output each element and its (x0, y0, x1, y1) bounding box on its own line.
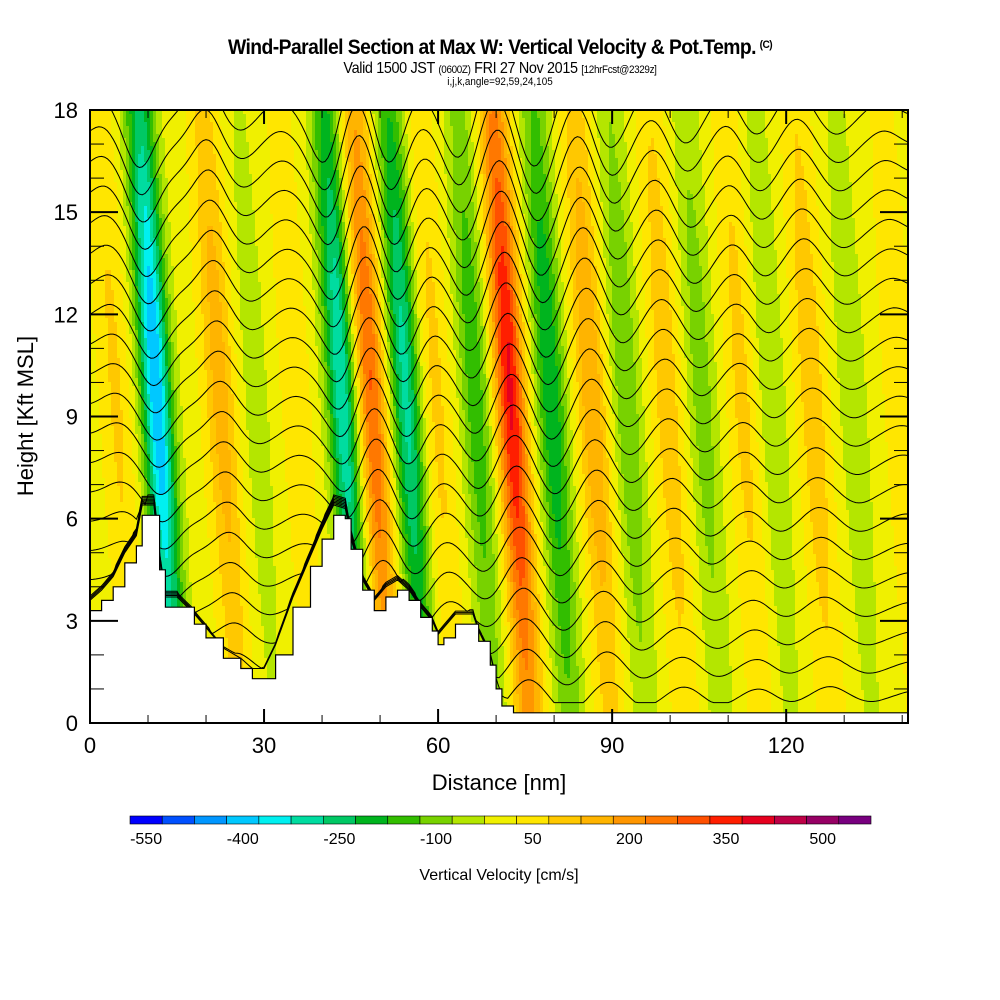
y-tick-label: 9 (66, 405, 78, 430)
colorbar-swatch (677, 815, 711, 825)
theta-contour-line (90, 110, 908, 196)
colorbar-swatch (484, 815, 517, 825)
colorbar-label: 350 (713, 831, 740, 848)
colorbar-swatch (129, 815, 163, 825)
x-tick-label: 90 (600, 733, 624, 758)
colorbar-swatch (709, 815, 743, 825)
colorbar-swatch (645, 815, 678, 825)
colorbar: -550 -400 -250 -100 50 200 350 500 (129, 815, 872, 848)
chart-title: Wind-Parallel Section at Max W: Vertical… (40, 36, 960, 60)
x-tick-label: 0 (84, 733, 96, 758)
copyright-mark: (C) (760, 39, 773, 51)
theta-contours (90, 110, 908, 704)
y-tick-label: 15 (54, 200, 78, 225)
colorbar-swatch (741, 815, 775, 825)
colorbar-swatch (290, 815, 324, 825)
theta-contour-line (90, 282, 908, 359)
colorbar-swatch (161, 815, 195, 825)
colorbar-label: -100 (420, 831, 452, 848)
x-tick-label: 60 (426, 733, 450, 758)
x-tick-label: 30 (252, 733, 276, 758)
theta-contour-line (90, 495, 908, 550)
colorbar-swatch (226, 815, 260, 825)
colorbar-label: 50 (524, 831, 542, 848)
chart-subtitle: Valid 1500 JST (0600Z) FRI 27 Nov 2015 [… (50, 60, 950, 78)
theta-contour-line (90, 498, 908, 604)
theta-contour-line (90, 129, 908, 223)
colorbar-swatch (516, 815, 550, 825)
theta-contour-line (90, 497, 908, 577)
colorbar-swatch (838, 815, 872, 825)
colorbar-swatch (774, 815, 807, 825)
colorbar-label: -400 (227, 831, 259, 848)
theta-contour-line (90, 251, 908, 332)
y-tick-label: 3 (66, 609, 78, 634)
y-tick-label: 12 (54, 302, 78, 327)
colorbar-swatch (806, 815, 840, 825)
colorbar-swatch (419, 815, 453, 825)
colorbar-swatch (323, 815, 356, 825)
y-tick-label: 6 (66, 507, 78, 532)
y-axis-title: Height [Kft MSL] (13, 336, 38, 496)
theta-contour-line (90, 190, 908, 277)
theta-contour-line (90, 504, 908, 704)
theta-contour-line (90, 503, 908, 686)
theta-contour-line (90, 221, 908, 305)
theta-contour-line (90, 465, 908, 523)
colorbar-swatch (451, 815, 485, 825)
theta-contour-line (110, 110, 908, 169)
plot-area (90, 110, 908, 723)
colorbar-swatch (194, 815, 227, 825)
theta-contour-line (90, 501, 908, 659)
theta-contour-line (90, 500, 908, 631)
y-tick-label: 18 (54, 98, 78, 123)
theta-contour-line (90, 160, 908, 250)
colorbar-title: Vertical Velocity [cm/s] (419, 867, 578, 884)
y-tick-label: 0 (66, 711, 78, 736)
theta-contour-line (90, 404, 908, 468)
axes: 0 30 60 90 120 0 3 6 9 12 15 18 (54, 98, 909, 758)
theta-contour-line (90, 343, 908, 414)
x-axis-title: Distance [nm] (432, 770, 567, 795)
theta-contour-line (90, 435, 908, 496)
terrain-mask (90, 514, 908, 723)
chart-subtitle-indices: i,j,k,angle=92,59,24,105 (50, 76, 950, 88)
colorbar-swatch (355, 815, 389, 825)
velocity-field-cell (90, 110, 93, 114)
theta-contour-line (90, 312, 908, 387)
colorbar-label: 200 (616, 831, 643, 848)
colorbar-swatch (612, 815, 646, 825)
colorbar-swatch (580, 815, 614, 825)
colorbar-swatch (387, 815, 421, 825)
colorbar-label: -250 (323, 831, 355, 848)
theta-contour-line (90, 373, 908, 441)
x-tick-label: 120 (768, 733, 805, 758)
colorbar-swatch (548, 815, 582, 825)
colorbar-label: 500 (809, 831, 836, 848)
colorbar-swatch (258, 815, 292, 825)
colorbar-label: -550 (130, 831, 162, 848)
